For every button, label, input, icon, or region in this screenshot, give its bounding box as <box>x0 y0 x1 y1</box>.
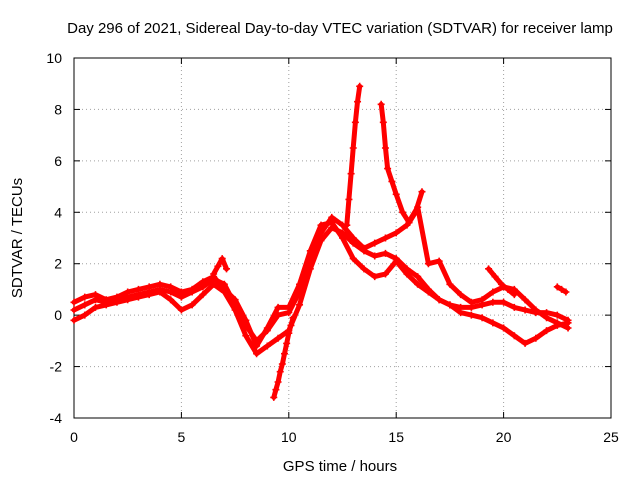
series-track-h <box>485 265 518 299</box>
y-tick-label: 6 <box>54 153 62 169</box>
y-tick-label: -2 <box>50 359 63 375</box>
x-tick-label: 5 <box>178 429 186 445</box>
y-tick-label: 4 <box>54 204 62 220</box>
series-track-i <box>553 283 570 296</box>
x-tick-label: 20 <box>496 429 512 445</box>
x-tick-label: 15 <box>388 429 404 445</box>
series-trace <box>211 256 229 277</box>
axis-ticks: 0 5 10 15 20 25 -4 -2 0 2 4 6 8 10 <box>46 50 619 445</box>
plot-frame <box>73 57 612 419</box>
x-axis-label: GPS time / hours <box>283 458 397 475</box>
series-track-f <box>377 100 426 227</box>
series-track-d <box>270 314 297 401</box>
series-trace <box>344 83 363 228</box>
x-tick-label: 25 <box>603 429 619 445</box>
chart-title: Day 296 of 2021, Sidereal Day-to-day VTE… <box>67 20 613 37</box>
series-trace <box>554 284 569 295</box>
y-tick-label: 0 <box>54 307 62 323</box>
x-tick-label: 0 <box>70 429 78 445</box>
series-trace <box>71 204 571 344</box>
series-track-g <box>210 255 231 278</box>
y-axis-label: SDTVAR / TECUs <box>9 178 26 298</box>
series-trace <box>71 220 571 349</box>
data-series <box>70 82 572 401</box>
series-track-a <box>70 219 572 350</box>
y-tick-label: 2 <box>54 256 62 272</box>
series-trace <box>486 266 517 298</box>
series-track-e <box>343 82 364 229</box>
grid-lines <box>74 58 611 418</box>
y-tick-label: 10 <box>46 50 62 66</box>
series-trace <box>271 315 296 400</box>
series-trace <box>71 225 571 357</box>
series-track-c <box>70 203 572 345</box>
y-tick-label: -4 <box>50 410 63 426</box>
x-tick-label: 10 <box>281 429 297 445</box>
y-tick-label: 8 <box>54 101 62 117</box>
series-trace <box>378 101 425 226</box>
